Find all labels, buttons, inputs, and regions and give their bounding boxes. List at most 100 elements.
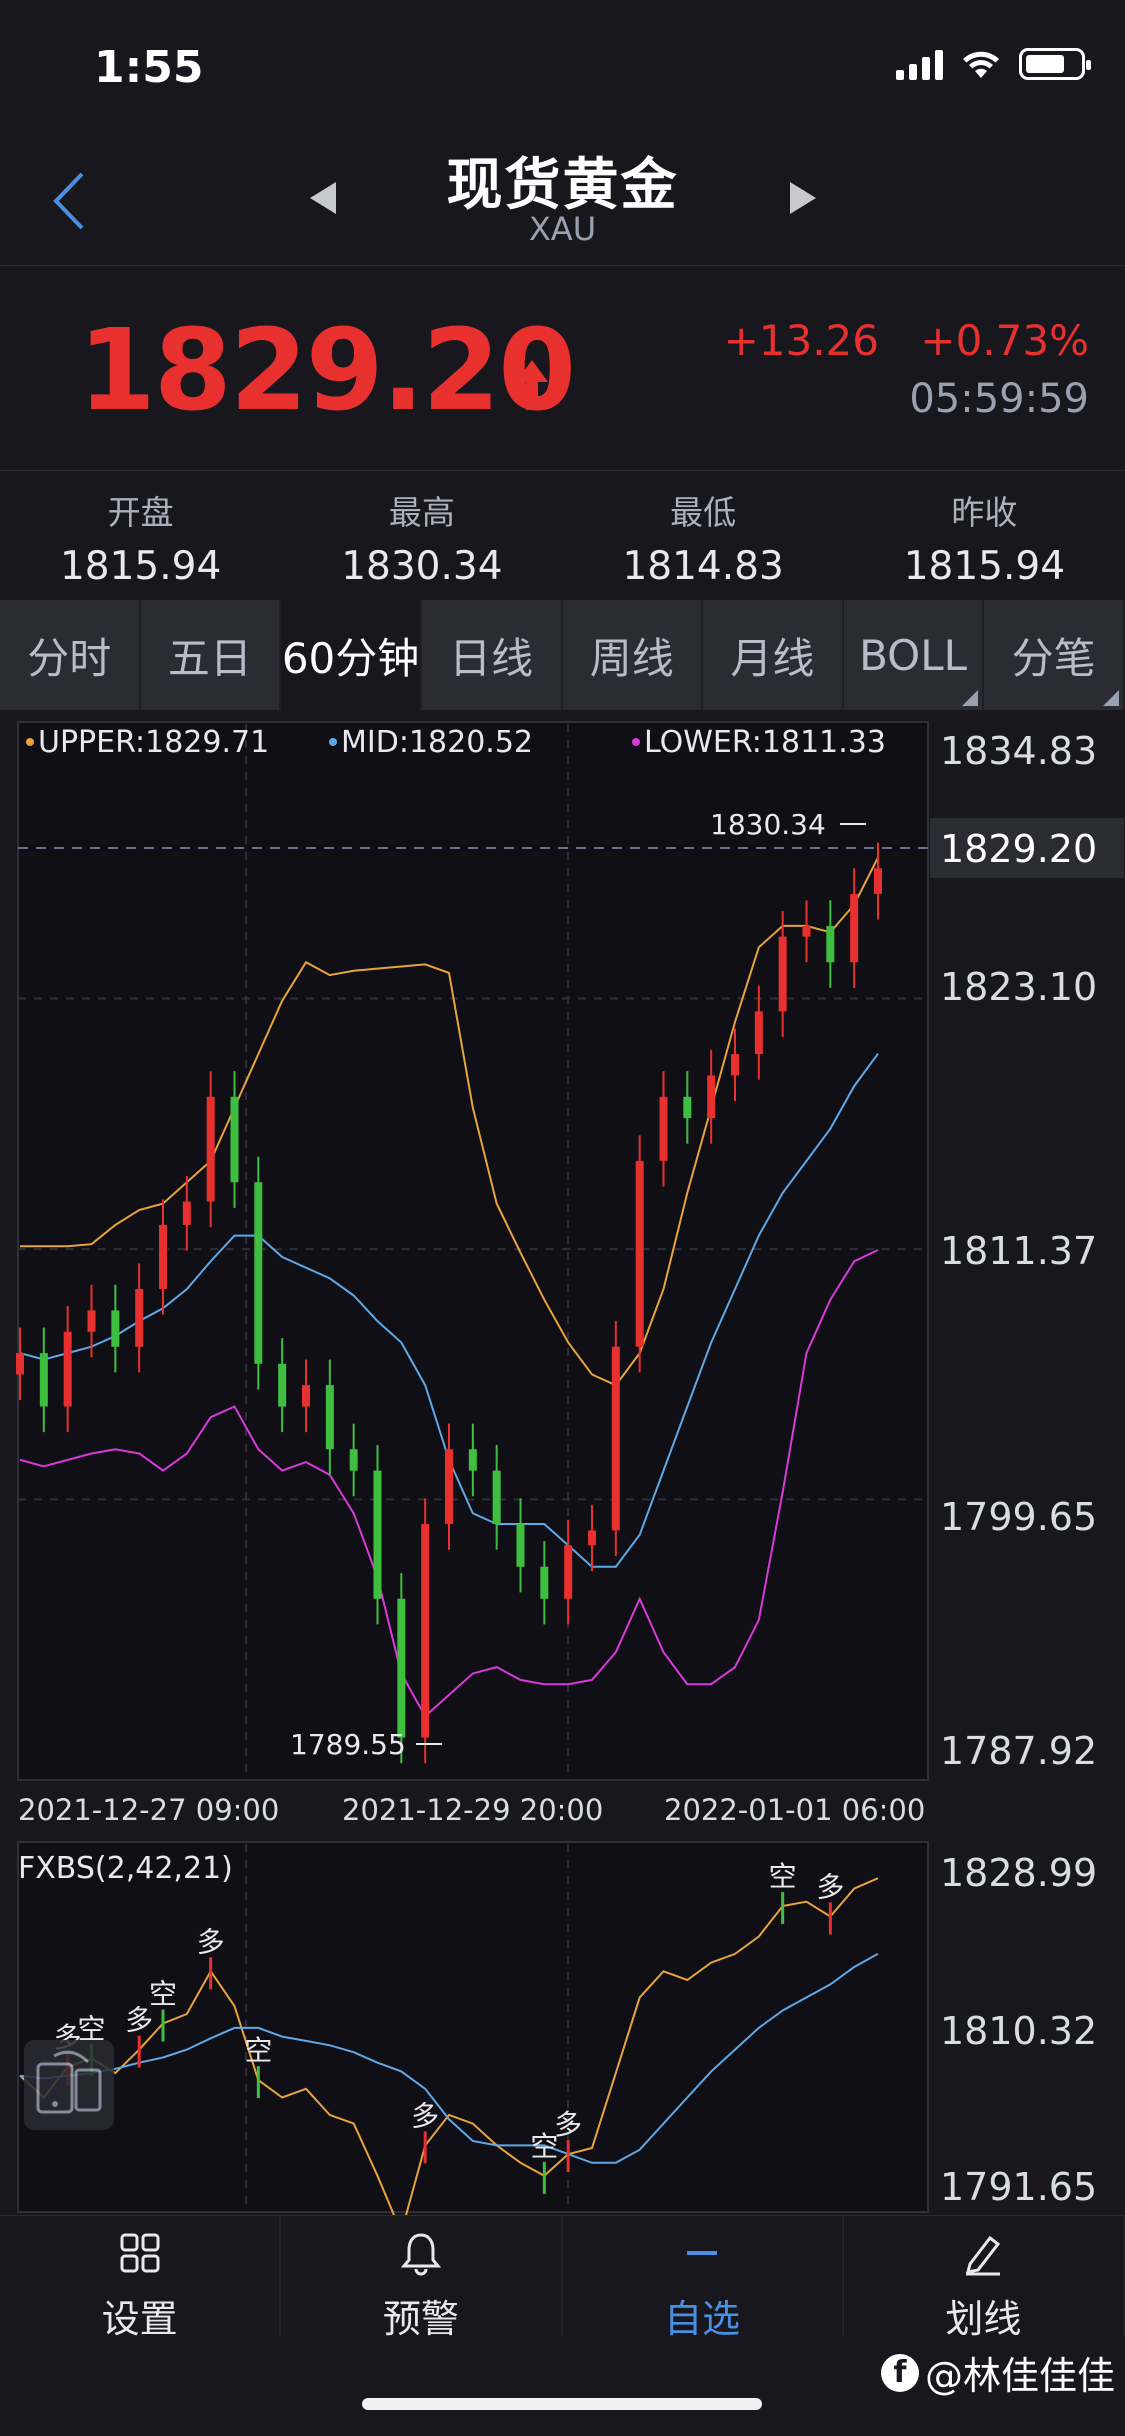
draw-line-button[interactable]: 划线 [844, 2216, 1125, 2341]
stat-value: 1814.83 [622, 544, 784, 589]
mid-legend: MID:1820.52 [341, 725, 533, 760]
stat-prev-close: 昨收 1815.94 [844, 470, 1125, 600]
candle-body [135, 1289, 144, 1347]
stat-value: 1815.94 [59, 544, 222, 589]
candle-body [635, 1160, 644, 1347]
tab-monthly[interactable]: 月线 [703, 600, 844, 710]
tab-daily[interactable]: 日线 [422, 600, 563, 710]
sub-y-tick: 1828.99 [940, 1851, 1097, 1895]
arrow-up-icon [516, 360, 548, 410]
fxbs-signal-label: 多 [197, 1925, 225, 1958]
mid-legend-dot [329, 738, 337, 746]
stat-high: 最高 1830.34 [281, 470, 562, 600]
sub-chart-frame [17, 1841, 929, 2213]
candle-body [516, 1524, 525, 1567]
home-indicator[interactable] [362, 2398, 762, 2410]
stat-label: 最高 [388, 493, 455, 532]
candle-body [826, 925, 835, 963]
candle-body [111, 1310, 120, 1347]
candle-body [421, 1524, 430, 1738]
candle-body [468, 1449, 477, 1471]
tab-five-day[interactable]: 五日 [141, 600, 282, 710]
settings-label: 设置 [101, 2297, 178, 2341]
candle-body [325, 1385, 334, 1450]
kline-chart[interactable]: UPPER:1829.71 MID:1820.52 LOWER:1811.33 … [0, 710, 1125, 2215]
facebook-icon: f [880, 2353, 919, 2392]
alert-label: 预警 [382, 2297, 459, 2341]
candles [16, 842, 882, 1764]
page-title: 现货黄金 [446, 153, 679, 218]
y-tick-label: 1799.65 [940, 1495, 1097, 1539]
next-symbol-icon[interactable] [790, 182, 816, 214]
tab-60min[interactable]: 60分钟 [281, 600, 422, 710]
price-change-percent: +0.73% [920, 316, 1089, 365]
upper-legend-dot [26, 738, 34, 746]
dropdown-corner-icon [1103, 690, 1119, 706]
quote-panel: 1829.20 +13.26 +0.73% 05:59:59 [0, 266, 1125, 471]
stat-label: 开盘 [107, 493, 174, 532]
candle-body [659, 1096, 668, 1161]
bell-icon [400, 2233, 442, 2276]
x-tick-label: 2022-01-01 06:00 [664, 1793, 925, 1827]
fxbs-signal-label: 空 [149, 1978, 177, 2011]
y-tick-label: 1823.10 [940, 965, 1097, 1009]
candle-body [254, 1182, 263, 1364]
fxbs-signals: 多空 多空多空多空多空多 [54, 1860, 844, 2194]
candle-body [206, 1096, 215, 1202]
tab-intraday[interactable]: 分时 [0, 600, 141, 710]
candle-body [611, 1346, 620, 1531]
candle-body [182, 1201, 191, 1225]
nav-bar: 现货黄金 XAU [0, 140, 1125, 266]
stat-open: 开盘 1815.94 [0, 470, 281, 600]
sub-y-tick: 1810.32 [940, 2009, 1097, 2053]
fxbs-slow-line [19, 1952, 879, 2164]
wifi-icon [963, 51, 999, 78]
stat-value: 1830.34 [341, 544, 503, 589]
current-price-tag [930, 818, 1124, 878]
stat-label: 昨收 [951, 493, 1018, 532]
candle-body [349, 1449, 358, 1471]
watchlist-button[interactable]: 自选 [563, 2216, 844, 2341]
fxbs-signal-label: 空 [78, 2012, 106, 2045]
alert-button[interactable]: 预警 [281, 2216, 563, 2341]
candle-body [63, 1331, 72, 1407]
prev-symbol-icon[interactable] [310, 182, 336, 214]
fullscreen-toggle-button[interactable] [24, 2040, 114, 2130]
tab-boll-label: BOLL [859, 630, 968, 680]
fxbs-signal-label: 多 [125, 2004, 153, 2037]
y-tick-label: 1811.37 [940, 1229, 1097, 1273]
pen-icon [966, 2235, 1001, 2276]
settings-button[interactable]: 设置 [0, 2216, 282, 2341]
candle-body [707, 1075, 716, 1119]
lower-legend-dot [632, 738, 640, 746]
symbol-code: XAU [528, 210, 597, 248]
candle-body [874, 868, 882, 894]
tab-weekly[interactable]: 周线 [563, 600, 704, 710]
y-tick-label-current: 1829.20 [940, 827, 1097, 871]
upper-legend: UPPER:1829.71 [38, 725, 269, 760]
bottom-toolbar: 设置 预警 自选 划线 [0, 2215, 1125, 2341]
screen-rotate-icon [36, 2050, 102, 2114]
back-icon[interactable] [44, 166, 104, 236]
fxbs-signal-label: 空 [244, 2034, 272, 2067]
candle-body [39, 1353, 48, 1407]
fxbs-signal-label: 多 [816, 1870, 844, 1903]
candle-body [87, 1310, 96, 1332]
tab-ticks-label: 分笔 [1011, 633, 1096, 683]
tab-boll[interactable]: BOLL [844, 600, 985, 710]
battery-icon [1019, 48, 1091, 80]
period-tabs: 分时 五日 60分钟 日线 周线 月线 BOLL 分笔 [0, 600, 1125, 710]
candle-body [230, 1096, 239, 1183]
fxbs-signal-label: 多 [554, 2108, 582, 2141]
x-tick-label: 2021-12-27 09:00 [18, 1793, 279, 1827]
tab-ticks[interactable]: 分笔 [984, 600, 1125, 710]
x-tick-label: 2021-12-29 20:00 [342, 1793, 603, 1827]
band-line-lower [19, 1249, 879, 1718]
candle-body [802, 925, 811, 937]
candle-body [564, 1545, 573, 1599]
stats-row: 开盘 1815.94 最高 1830.34 最低 1814.83 昨收 1815… [0, 470, 1125, 600]
low-annotation: 1789.55 [290, 1728, 406, 1761]
sub-chart-label: FXBS(2,42,21) [18, 1851, 233, 1886]
draw-line-label: 划线 [945, 2297, 1022, 2341]
candle-body [778, 936, 787, 1012]
